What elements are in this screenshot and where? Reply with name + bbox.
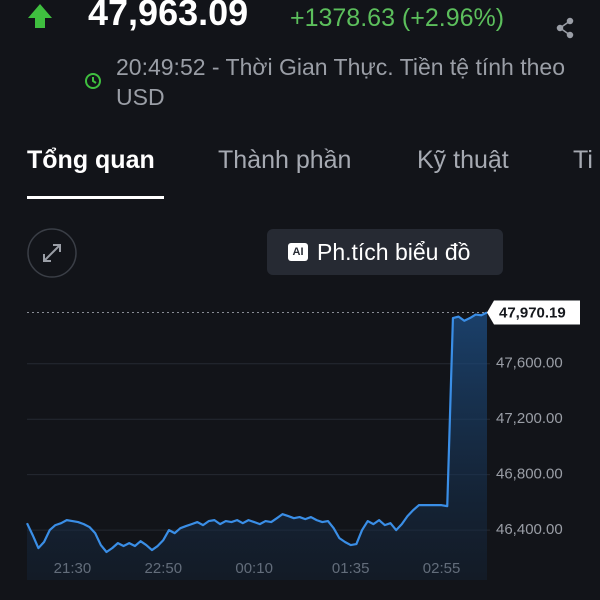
ai-button-label: Ph.tích biểu đồ — [317, 239, 471, 265]
ai-chart-button[interactable]: AI Ph.tích biểu đồ — [267, 229, 503, 275]
y-tick-label: 47,200.00 — [496, 410, 563, 427]
tab[interactable]: Tổng quan — [27, 146, 155, 174]
area — [27, 312, 487, 580]
y-tick-label: 46,800.00 — [496, 466, 563, 483]
tab[interactable]: Kỹ thuật — [417, 146, 509, 174]
price: 47,963.09 — [88, 0, 249, 33]
last-price-tag — [487, 300, 580, 325]
last-price-label: 47,970.19 — [499, 304, 566, 321]
clock-icon — [85, 73, 101, 89]
tab[interactable]: Thành phần — [218, 146, 352, 174]
y-tick-label: 47,600.00 — [496, 355, 563, 372]
y-tick-label: 46,400.00 — [496, 521, 563, 538]
tab[interactable]: Ti — [573, 146, 593, 174]
line — [26, 311, 488, 554]
tab-underline — [27, 196, 164, 199]
expand-button[interactable] — [27, 228, 77, 278]
ai-badge: AI — [288, 243, 308, 261]
share-icon[interactable] — [556, 17, 574, 39]
up-arrow — [28, 4, 52, 28]
time-note: 20:49:52 - Thời Gian Thực. Tiền tệ tính … — [116, 54, 566, 110]
price-change: +1378.63 (+2.96%) — [290, 4, 505, 32]
